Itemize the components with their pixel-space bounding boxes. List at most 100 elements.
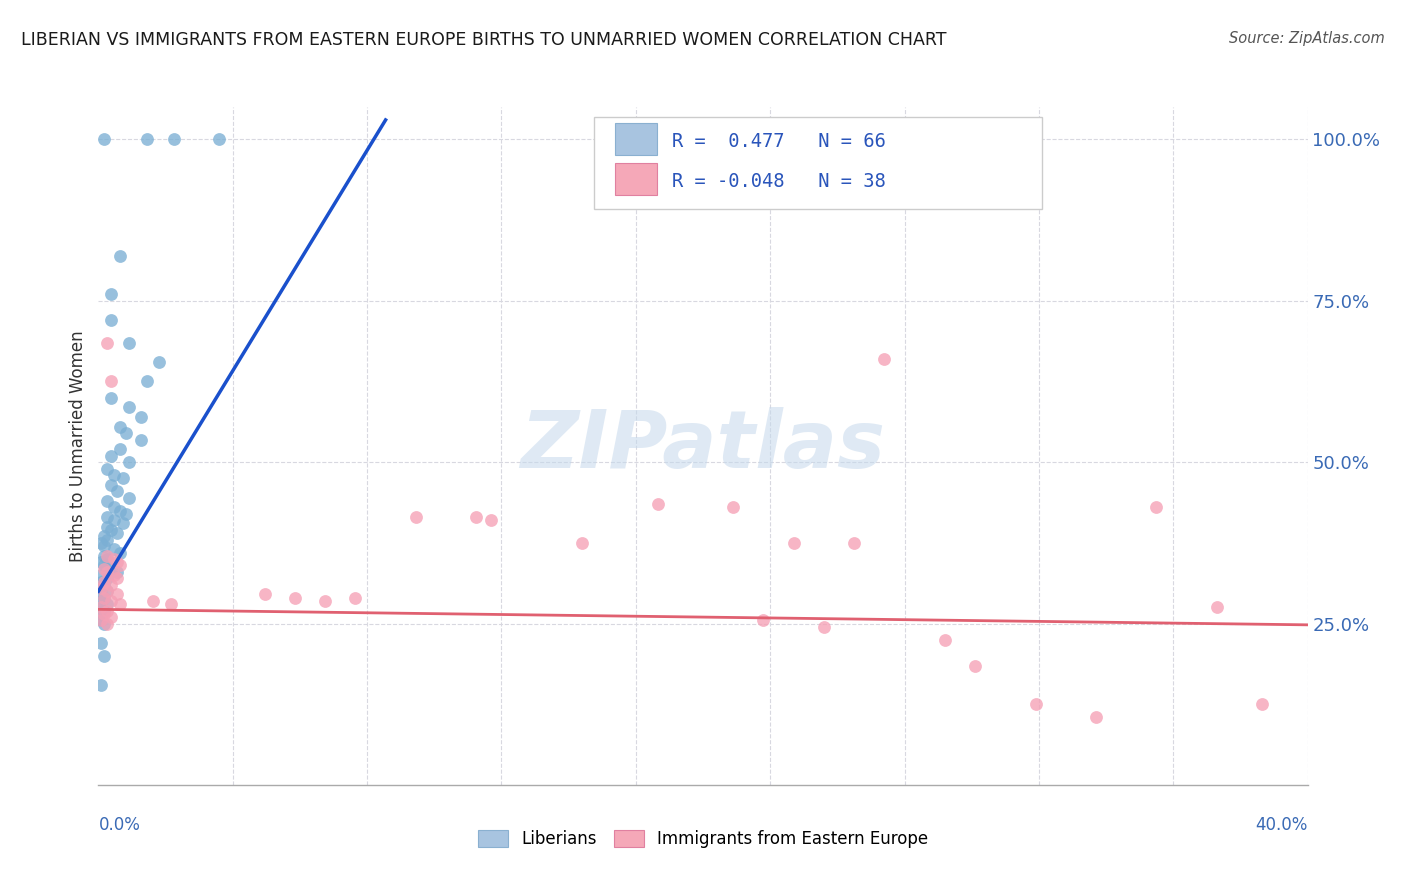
Point xyxy=(93,591,115,605)
Point xyxy=(129,433,152,447)
Point xyxy=(93,604,115,618)
Point xyxy=(108,545,131,559)
Point xyxy=(90,587,112,601)
Point xyxy=(129,409,152,424)
Point xyxy=(108,503,131,517)
Point xyxy=(1144,500,1167,515)
Point xyxy=(1251,698,1274,712)
Point xyxy=(142,594,165,608)
Point xyxy=(314,594,336,608)
Text: LIBERIAN VS IMMIGRANTS FROM EASTERN EUROPE BIRTHS TO UNMARRIED WOMEN CORRELATION: LIBERIAN VS IMMIGRANTS FROM EASTERN EURO… xyxy=(21,31,946,49)
Point xyxy=(103,513,125,527)
Point xyxy=(108,442,131,457)
Text: ZIPatlas: ZIPatlas xyxy=(520,407,886,485)
Point xyxy=(571,536,593,550)
Point xyxy=(93,562,115,576)
Point xyxy=(208,132,231,146)
Point xyxy=(111,516,134,531)
Point xyxy=(96,584,118,599)
Point xyxy=(93,591,115,605)
Point xyxy=(111,471,134,485)
Point xyxy=(405,510,427,524)
Point xyxy=(93,648,115,663)
Bar xyxy=(614,123,657,155)
Point xyxy=(90,568,112,582)
Point xyxy=(100,523,122,537)
Point xyxy=(90,581,112,595)
Point xyxy=(90,613,112,627)
Y-axis label: Births to Unmarried Women: Births to Unmarried Women xyxy=(69,330,87,562)
Point xyxy=(844,536,866,550)
Point xyxy=(105,526,128,541)
Point xyxy=(96,584,118,599)
Point xyxy=(105,571,128,585)
Point xyxy=(90,581,112,595)
Point xyxy=(108,419,131,434)
Point xyxy=(96,549,118,563)
Point xyxy=(103,468,125,483)
Point xyxy=(723,500,745,515)
Point xyxy=(813,620,835,634)
Point xyxy=(96,494,118,508)
Point xyxy=(96,565,118,579)
Point xyxy=(965,658,987,673)
Point xyxy=(93,578,115,592)
Point xyxy=(873,351,896,366)
Point xyxy=(344,591,367,605)
Point xyxy=(93,529,115,543)
Point xyxy=(96,552,118,566)
Point xyxy=(96,519,118,533)
Point xyxy=(90,600,112,615)
Point xyxy=(100,594,122,608)
Point xyxy=(114,507,136,521)
Point xyxy=(93,539,115,553)
Point xyxy=(108,558,131,573)
Point xyxy=(96,571,118,585)
Text: Source: ZipAtlas.com: Source: ZipAtlas.com xyxy=(1229,31,1385,46)
Point xyxy=(160,597,183,611)
Point xyxy=(105,565,128,579)
Point xyxy=(96,616,118,631)
Point xyxy=(93,574,115,589)
Point xyxy=(103,500,125,515)
Point xyxy=(1024,698,1046,712)
Point xyxy=(934,632,956,647)
Point xyxy=(96,510,118,524)
Point xyxy=(93,616,115,631)
Point xyxy=(96,597,118,611)
Point xyxy=(96,335,118,350)
Point xyxy=(93,607,115,621)
Point xyxy=(90,678,112,692)
Point xyxy=(783,536,806,550)
Point xyxy=(100,313,122,327)
Point xyxy=(108,248,131,262)
Point xyxy=(90,600,112,615)
Point xyxy=(114,426,136,441)
Point xyxy=(118,401,141,415)
Point xyxy=(118,491,141,505)
Point xyxy=(105,484,128,499)
Legend: Liberians, Immigrants from Eastern Europe: Liberians, Immigrants from Eastern Europ… xyxy=(471,823,935,855)
Point xyxy=(163,132,186,146)
Point xyxy=(103,568,125,582)
Point xyxy=(96,604,118,618)
Point xyxy=(100,610,122,624)
Point xyxy=(647,497,669,511)
Point xyxy=(148,355,170,369)
Point xyxy=(284,591,307,605)
Point xyxy=(100,375,122,389)
Text: R = -0.048   N = 38: R = -0.048 N = 38 xyxy=(672,171,886,191)
Point xyxy=(118,455,141,469)
Point xyxy=(481,513,503,527)
Point xyxy=(752,613,775,627)
Point xyxy=(100,578,122,592)
Point xyxy=(105,587,128,601)
Point xyxy=(90,607,112,621)
Point xyxy=(90,613,112,627)
Point xyxy=(100,391,122,405)
Point xyxy=(103,552,125,566)
Point xyxy=(100,477,122,491)
Point xyxy=(100,562,122,576)
Bar xyxy=(614,162,657,195)
Point xyxy=(100,287,122,301)
